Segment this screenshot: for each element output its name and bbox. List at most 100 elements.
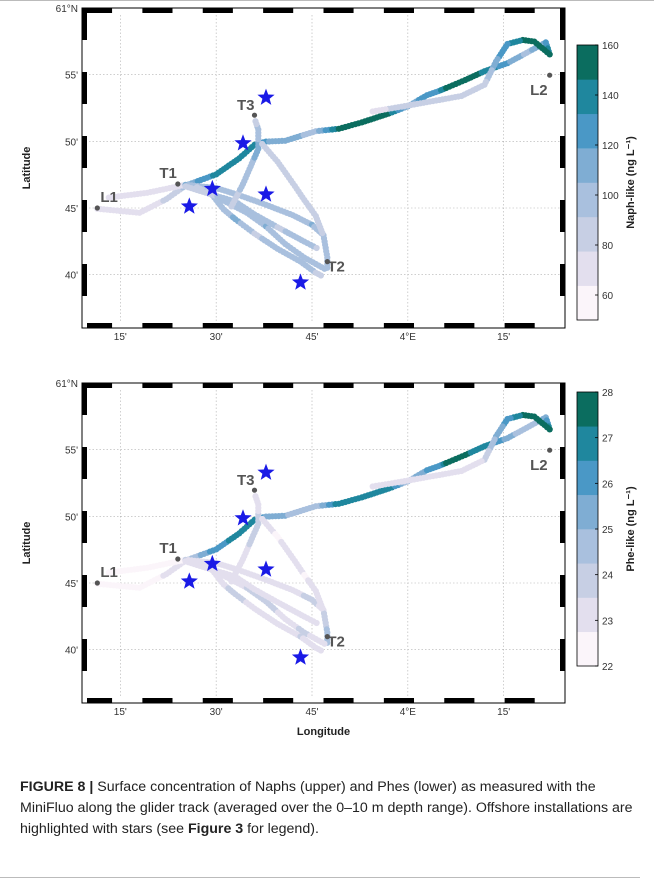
installation-star-icon: [203, 179, 221, 197]
border-segment: [444, 323, 475, 328]
border-segment: [82, 72, 87, 104]
glider-track: [94, 36, 553, 279]
colorbar-title: Naph-like (ng L⁻¹): [625, 136, 637, 229]
panel-lower: L1 T1 T3 T2 L2 15' 30' 45' 4°E 15' 61°N 55' 50' 45' 40…: [21, 379, 637, 738]
installation-star-icon: [291, 648, 310, 665]
track-point: [317, 647, 324, 654]
border-segment: [82, 168, 87, 200]
colorbar-band: [577, 494, 598, 530]
site-label: T3: [237, 97, 255, 114]
track-point: [313, 619, 320, 627]
glider-track-figure: L1 T1 T3 T2 L2 15' 30' 45' 4°E 15' 61°N 55' 50' 45' 40…: [21, 4, 637, 738]
y-axis-title: Latitude: [21, 147, 33, 190]
installation-star-icon: [234, 134, 252, 151]
site-label: L2: [530, 82, 548, 99]
border-segment: [142, 8, 173, 13]
border-segment: [560, 479, 565, 511]
colorbar-band: [577, 251, 598, 286]
border-segment: [202, 323, 233, 328]
border-segment: [82, 447, 87, 479]
border-segment: [353, 323, 384, 328]
border-segment: [112, 323, 143, 328]
x-tick-label: 45': [305, 332, 318, 343]
colorbar-band: [577, 460, 598, 496]
colorbar-band: [577, 529, 598, 564]
site-label: T2: [327, 634, 345, 651]
border-segment: [353, 8, 384, 13]
border-segment: [82, 639, 87, 671]
border-segment: [82, 323, 113, 328]
border-segment: [142, 383, 173, 388]
border-segment: [82, 607, 87, 639]
installation-star-icon: [257, 88, 275, 105]
border-segment: [504, 8, 535, 13]
border-segment: [474, 698, 505, 703]
border-segment: [82, 383, 87, 415]
border-segment: [142, 323, 173, 328]
colorbar-title: Phe-like (ng L⁻¹): [625, 486, 637, 572]
border-segment: [444, 8, 475, 13]
track-point: [321, 265, 328, 272]
border-segment: [82, 136, 87, 168]
border-segment: [383, 323, 415, 328]
colorbar: 22 23 24 25 26 27 28 Phe-like (ng L⁻¹): [576, 388, 637, 673]
border-segment: [474, 383, 505, 388]
border-segment: [414, 698, 445, 703]
border-segment: [560, 232, 565, 264]
border-segment: [323, 383, 354, 388]
border-segment: [202, 698, 233, 703]
site-marker: [324, 259, 330, 265]
site-marker: [547, 447, 553, 453]
site-marker: [175, 181, 181, 187]
border-segment: [414, 8, 445, 13]
track-point: [252, 118, 259, 125]
border-segment: [560, 40, 565, 72]
colorbar-band: [577, 563, 598, 598]
colorbar-tick-label: 28: [602, 388, 614, 399]
border-segment: [560, 8, 565, 40]
border-segment: [82, 543, 87, 575]
border-segment: [560, 264, 565, 296]
track-point: [313, 244, 320, 252]
site-label: L1: [100, 189, 118, 206]
y-tick-label: 40': [65, 271, 78, 282]
border-segment: [172, 383, 203, 388]
map-area: [82, 383, 565, 703]
installation-star-icon: [291, 273, 310, 290]
border-segment: [560, 415, 565, 447]
border-segment: [560, 200, 565, 232]
border-segment: [560, 72, 565, 104]
border-segment: [560, 671, 565, 703]
border-segment: [560, 543, 565, 575]
colorbar-band: [577, 216, 598, 252]
border-segment: [82, 8, 113, 13]
y-tick-label: 40': [65, 646, 78, 657]
installation-star-icon: [180, 572, 198, 589]
colorbar-band: [577, 631, 598, 667]
glider-track: [94, 411, 553, 654]
border-segment: [232, 8, 264, 13]
colorbar-tick-label: 60: [602, 291, 614, 302]
border-segment: [232, 698, 264, 703]
site-label: T1: [159, 540, 177, 557]
map-area: [82, 8, 565, 328]
border-segment: [82, 698, 113, 703]
x-tick-label: 30': [210, 707, 223, 718]
caption-text-1: Surface concentration of Naphs (upper) a…: [20, 779, 633, 837]
border-segment: [293, 383, 324, 388]
site-label: T3: [237, 472, 255, 489]
installation-star-icon: [257, 463, 275, 480]
bottom-rule: [0, 877, 640, 878]
border-segment: [560, 168, 565, 200]
panel-upper: L1 T1 T3 T2 L2 15' 30' 45' 4°E 15' 61°N 55' 50' 45' 40…: [21, 4, 637, 343]
border-segment: [142, 698, 173, 703]
border-segment: [474, 8, 505, 13]
track-point: [319, 230, 326, 237]
colorbar-band: [577, 392, 598, 427]
y-axis-title: Latitude: [21, 522, 33, 565]
border-segment: [232, 383, 264, 388]
site-label: L1: [100, 564, 118, 581]
border-segment: [560, 511, 565, 543]
border-segment: [504, 383, 535, 388]
border-segment: [444, 698, 475, 703]
